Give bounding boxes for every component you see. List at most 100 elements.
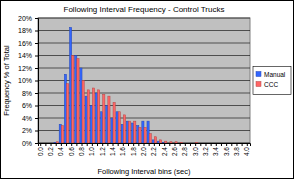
y-tick-label: 10% [18, 77, 32, 84]
x-tick-mark [40, 143, 41, 146]
bar [64, 74, 66, 143]
bar [162, 142, 164, 143]
x-tick: 0.2 [47, 143, 54, 156]
x-tick-label: 1.0 [88, 147, 95, 156]
x-tick [242, 143, 243, 146]
x-tick-label: 2.2 [150, 147, 157, 156]
bar [149, 134, 151, 143]
y-tick-label: 16% [18, 40, 32, 47]
bar [72, 56, 74, 144]
x-tick [149, 143, 150, 146]
bar [123, 115, 125, 143]
x-tick-mark [205, 143, 206, 146]
bar [49, 143, 51, 144]
legend-swatch [256, 72, 261, 77]
title: Following Interval Frequency - Control T… [64, 5, 225, 14]
y-tick-mark [35, 118, 38, 119]
x-tick: 3.6 [223, 143, 230, 156]
bar [232, 143, 234, 144]
bar [144, 127, 146, 143]
y-tick-label: 6% [22, 102, 32, 109]
bar [129, 121, 131, 143]
legend: Manual CCC [253, 67, 291, 95]
x-tick: 1.6 [119, 143, 126, 156]
x-tick: 4.0 [243, 143, 250, 156]
bar [168, 143, 170, 144]
x-tick-label: 1.8 [130, 147, 137, 156]
x-tick-label: 3.4 [212, 147, 219, 156]
y-tick-mark [35, 43, 38, 44]
x-tick: 1.4 [109, 143, 116, 156]
legend-entry: CCC [256, 81, 278, 88]
bar [201, 143, 203, 144]
x-tick-mark [231, 143, 232, 146]
y-tick-mark [35, 106, 38, 107]
bar [95, 93, 97, 143]
bar [154, 137, 156, 143]
x-tick-mark [133, 143, 134, 146]
bar [67, 84, 69, 143]
x-tick: 2.6 [171, 143, 178, 156]
legend-swatch [256, 82, 261, 87]
x-tick-label: 1.6 [119, 147, 126, 156]
bar [209, 143, 211, 144]
plot-area [38, 18, 250, 143]
x-tick-mark [82, 143, 83, 146]
x-tick [76, 143, 77, 146]
x-tick-mark [195, 143, 196, 146]
y-axis-title: Frequency % of Total [2, 45, 11, 116]
x-tick-mark [76, 143, 77, 146]
y-tick: 0% [22, 140, 38, 147]
bar [173, 143, 175, 144]
bar [199, 143, 201, 144]
y-tick-mark [35, 81, 38, 82]
bar [188, 143, 190, 144]
series [56, 56, 198, 144]
x-tick-label: 1.2 [99, 147, 106, 156]
x-tick-mark [216, 143, 217, 146]
bar [221, 143, 223, 144]
bar [216, 143, 218, 144]
y-tick: 12% [18, 65, 38, 72]
x-tick-mark [169, 143, 170, 146]
y-tick: 16% [18, 40, 38, 47]
y-tick-label: 14% [18, 52, 32, 59]
y-tick-label: 20% [18, 15, 32, 22]
bar [157, 141, 159, 143]
bar [51, 143, 53, 144]
bar [230, 143, 232, 144]
x-tick: 0.0 [37, 143, 44, 156]
legend-label: Manual [264, 71, 286, 78]
x-tick [221, 143, 222, 146]
x-tick: 0.8 [78, 143, 85, 156]
grid-line [38, 18, 250, 19]
y-tick-mark [35, 93, 38, 94]
bar [121, 124, 123, 143]
x-tick [169, 143, 170, 146]
x-tick-label: 0.2 [47, 147, 54, 156]
x-tick-mark [138, 143, 139, 146]
x-tick-mark [236, 143, 237, 146]
bar [211, 143, 213, 144]
y-tick-label: 12% [18, 65, 32, 72]
bar [137, 126, 139, 144]
x-tick-mark [45, 143, 46, 146]
x-tick [107, 143, 108, 146]
x-tick [97, 143, 98, 146]
x-tick: 3.4 [212, 143, 219, 156]
y-tick-label: 18% [18, 27, 32, 34]
x-tick: 3.0 [192, 143, 199, 156]
x-tick-label: 2.4 [161, 147, 168, 156]
x-tick-label: 2.8 [181, 147, 188, 156]
x-tick-mark [200, 143, 201, 146]
bar [180, 142, 182, 143]
y-tick: 10% [18, 77, 38, 84]
x-tick: 0.6 [68, 143, 75, 156]
bar [100, 112, 102, 143]
x-tick [159, 143, 160, 146]
bar [90, 106, 92, 144]
bar [61, 126, 63, 144]
bar [152, 140, 154, 143]
bar [214, 143, 216, 144]
bar [92, 88, 94, 143]
